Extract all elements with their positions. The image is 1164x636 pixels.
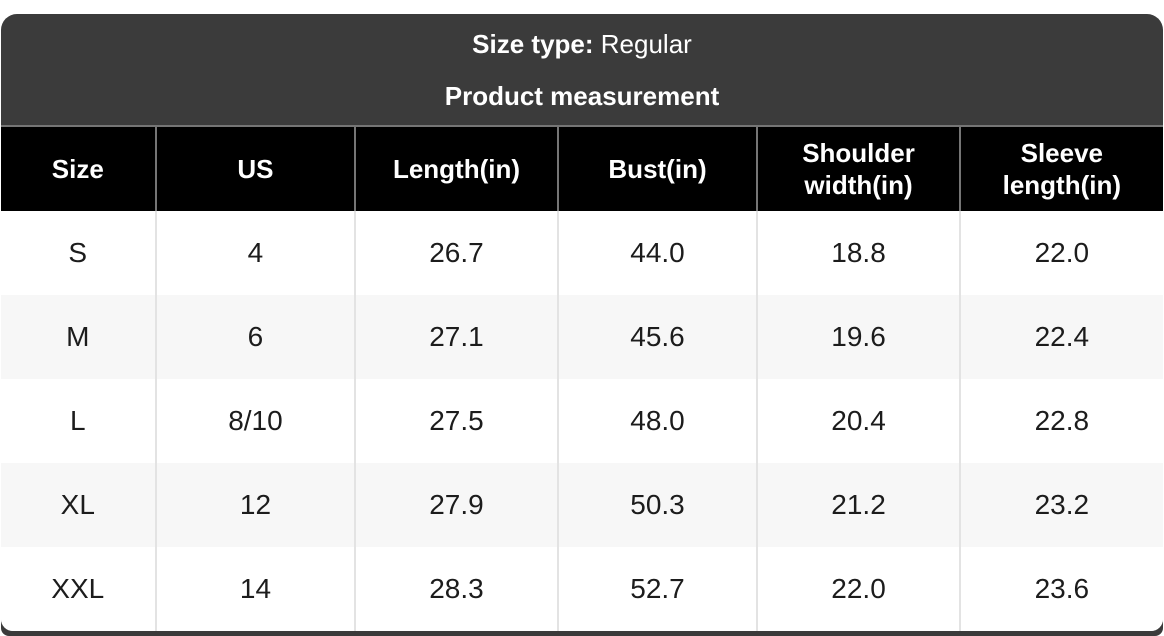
table-cell: 22.0 — [756, 547, 960, 631]
table-cell: 26.7 — [354, 211, 558, 295]
table-cell: 8/10 — [154, 379, 356, 463]
header-cell: Size — [1, 127, 156, 211]
header-cell: US — [154, 127, 356, 211]
header-cell: Shoulder width(in) — [756, 127, 960, 211]
table-cell: XXL — [1, 547, 156, 631]
header-cell: Sleeve length(in) — [958, 127, 1163, 211]
size-type-line: Size type: Regular — [472, 31, 692, 57]
table-cell: S — [1, 211, 156, 295]
table-cell: 23.2 — [958, 463, 1163, 547]
table-cell: 28.3 — [354, 547, 558, 631]
table-cell: 22.4 — [958, 295, 1163, 379]
table-cell: 22.0 — [958, 211, 1163, 295]
size-chart-header: Size type: Regular Product measurement — [1, 14, 1163, 125]
table-cell: 4 — [154, 211, 356, 295]
table-row: S 4 26.7 44.0 18.8 22.0 — [1, 211, 1163, 295]
header-cell: Bust(in) — [556, 127, 758, 211]
size-chart-card: Size type: Regular Product measurement S… — [1, 14, 1163, 636]
size-type-value: Regular — [600, 28, 692, 59]
table-cell: 50.3 — [556, 463, 758, 547]
table-cell: 27.9 — [354, 463, 558, 547]
size-type-label: Size type: — [472, 28, 594, 59]
table-cell: 20.4 — [756, 379, 960, 463]
table-row: XL 12 27.9 50.3 21.2 23.2 — [1, 463, 1163, 547]
table-cell: 44.0 — [556, 211, 758, 295]
table-cell: XL — [1, 463, 156, 547]
table-cell: 12 — [154, 463, 356, 547]
measurement-table-wrap: Size US Length(in) Bust(in) Shoulder width(i… — [1, 125, 1163, 631]
table-cell: 21.2 — [756, 463, 960, 547]
table-row: XXL 14 28.3 52.7 22.0 23.6 — [1, 547, 1163, 631]
table-cell: L — [1, 379, 156, 463]
table-cell: 52.7 — [556, 547, 758, 631]
measurement-table-body: S 4 26.7 44.0 18.8 22.0 M 6 27.1 45.6 19.6 22.4 L 8/1… — [1, 211, 1163, 631]
table-cell: 18.8 — [756, 211, 960, 295]
table-row: M 6 27.1 45.6 19.6 22.4 — [1, 295, 1163, 379]
measurement-table: Size US Length(in) Bust(in) Shoulder width(i… — [1, 127, 1163, 631]
table-cell: M — [1, 295, 156, 379]
measurement-table-head: Size US Length(in) Bust(in) Shoulder width(i… — [1, 127, 1163, 211]
header-row: Size US Length(in) Bust(in) Shoulder width(i… — [1, 127, 1163, 211]
table-cell: 27.5 — [354, 379, 558, 463]
table-cell: 27.1 — [354, 295, 558, 379]
header-cell: Length(in) — [354, 127, 558, 211]
table-cell: 19.6 — [756, 295, 960, 379]
table-cell: 45.6 — [556, 295, 758, 379]
table-cell: 22.8 — [958, 379, 1163, 463]
table-cell: 23.6 — [958, 547, 1163, 631]
product-measurement-title: Product measurement — [444, 80, 720, 111]
table-row: L 8/10 27.5 48.0 20.4 22.8 — [1, 379, 1163, 463]
table-cell: 14 — [154, 547, 356, 631]
table-cell: 48.0 — [556, 379, 758, 463]
table-cell: 6 — [154, 295, 356, 379]
